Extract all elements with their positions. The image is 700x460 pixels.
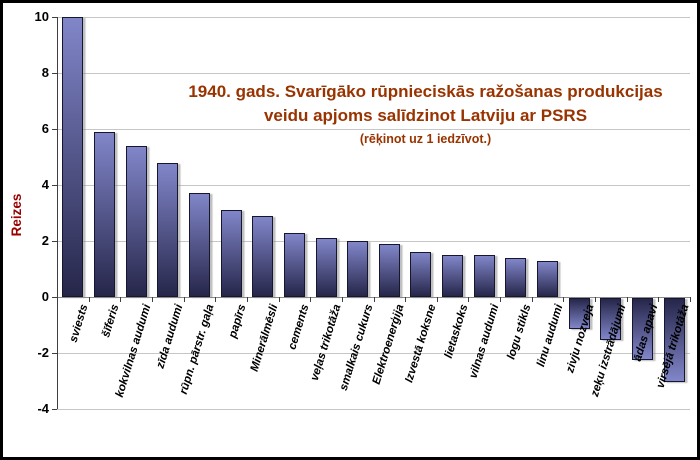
bar bbox=[442, 255, 464, 297]
y-tick-label: 10 bbox=[34, 9, 49, 24]
bar bbox=[347, 241, 369, 297]
y-tick bbox=[52, 17, 57, 18]
bar bbox=[505, 257, 527, 297]
bar bbox=[188, 193, 210, 297]
gridline bbox=[57, 129, 690, 130]
bar bbox=[93, 131, 115, 297]
x-tick bbox=[246, 297, 248, 302]
y-tick-label: 2 bbox=[41, 233, 49, 248]
x-tick bbox=[405, 297, 407, 302]
y-tick bbox=[52, 129, 57, 130]
x-tick bbox=[183, 297, 185, 302]
bar bbox=[220, 210, 242, 297]
x-tick bbox=[341, 297, 343, 302]
chart-title-line2: veidu apjoms salīdzinot Latviju ar PSRS bbox=[263, 106, 588, 125]
x-tick bbox=[658, 297, 660, 302]
bar bbox=[125, 145, 147, 297]
bar bbox=[568, 298, 590, 329]
y-tick-label: 8 bbox=[41, 65, 49, 80]
bar-chart: 10 8 6 4 2 0 -2 -4 sviests šīferis kokvilnas audum… bbox=[3, 3, 697, 457]
x-tick bbox=[278, 297, 280, 302]
bar bbox=[473, 255, 495, 297]
chart-title-line1: 1940. gads. Svarīgāko rūpnieciskās ražoš… bbox=[188, 82, 663, 101]
gridline bbox=[57, 409, 690, 410]
x-tick bbox=[88, 297, 90, 302]
y-axis-line bbox=[57, 17, 58, 409]
x-tick bbox=[531, 297, 533, 302]
x-tick bbox=[215, 297, 217, 302]
x-tick bbox=[626, 297, 628, 302]
x-tick bbox=[690, 297, 691, 302]
bar bbox=[537, 260, 559, 297]
y-tick bbox=[52, 409, 57, 410]
x-tick bbox=[310, 297, 312, 302]
y-tick-label: -2 bbox=[37, 345, 49, 360]
gridline bbox=[57, 353, 690, 354]
y-tick bbox=[52, 185, 57, 186]
bar bbox=[252, 215, 274, 297]
x-tick bbox=[151, 297, 153, 302]
x-tick bbox=[120, 297, 122, 302]
x-tick bbox=[500, 297, 502, 302]
chart-title: 1940. gads. Svarīgāko rūpnieciskās ražoš… bbox=[153, 80, 697, 148]
x-tick bbox=[595, 297, 597, 302]
bar bbox=[62, 17, 84, 297]
y-tick-label: -4 bbox=[37, 401, 49, 416]
y-tick-label: 4 bbox=[41, 177, 49, 192]
chart-subtitle: (rēķinot uz 1 iedzīvot.) bbox=[359, 132, 492, 146]
bar bbox=[315, 238, 337, 297]
y-tick bbox=[52, 73, 57, 74]
gridline bbox=[57, 185, 690, 186]
x-tick bbox=[373, 297, 375, 302]
x-tick bbox=[563, 297, 565, 302]
bar bbox=[157, 162, 179, 297]
y-axis-title: Reizes bbox=[9, 193, 24, 237]
gridline bbox=[57, 73, 690, 74]
gridline bbox=[57, 17, 690, 18]
y-tick bbox=[52, 353, 57, 354]
bar bbox=[410, 252, 432, 297]
gridline bbox=[57, 241, 690, 242]
x-tick bbox=[468, 297, 470, 302]
y-tick-label: 0 bbox=[41, 289, 49, 304]
bar bbox=[600, 298, 622, 340]
x-tick bbox=[436, 297, 438, 302]
y-tick bbox=[52, 297, 57, 298]
bar bbox=[632, 298, 654, 360]
y-tick-label: 6 bbox=[41, 121, 49, 136]
bar bbox=[378, 243, 400, 297]
bar bbox=[283, 232, 305, 297]
y-tick bbox=[52, 241, 57, 242]
bar bbox=[663, 298, 685, 382]
